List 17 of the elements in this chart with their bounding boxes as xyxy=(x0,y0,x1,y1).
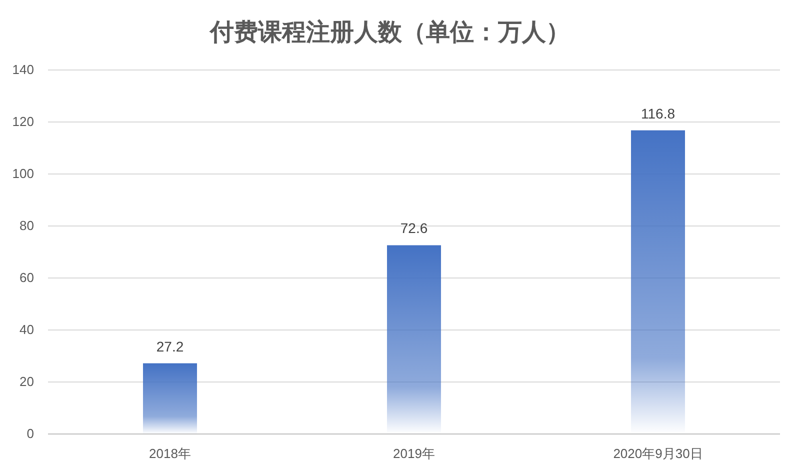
y-tick-label: 120 xyxy=(12,114,34,129)
y-tick-label: 40 xyxy=(20,322,34,337)
bar xyxy=(387,245,441,434)
x-tick-label: 2020年9月30日 xyxy=(613,446,703,461)
y-tick-label: 80 xyxy=(20,218,34,233)
data-label: 72.6 xyxy=(400,220,428,236)
x-tick-label: 2018年 xyxy=(149,446,191,461)
x-tick-label: 2019年 xyxy=(393,446,435,461)
y-tick-label: 0 xyxy=(26,426,34,441)
bar xyxy=(143,363,197,434)
y-tick-label: 20 xyxy=(20,374,34,389)
data-label: 27.2 xyxy=(156,338,184,354)
data-label: 116.8 xyxy=(641,105,676,122)
chart-title: 付费课程注册人数（单位：万人） xyxy=(209,19,570,46)
y-tick-label: 100 xyxy=(12,166,34,181)
y-tick-label: 140 xyxy=(12,62,34,77)
y-tick-label: 60 xyxy=(20,270,34,285)
